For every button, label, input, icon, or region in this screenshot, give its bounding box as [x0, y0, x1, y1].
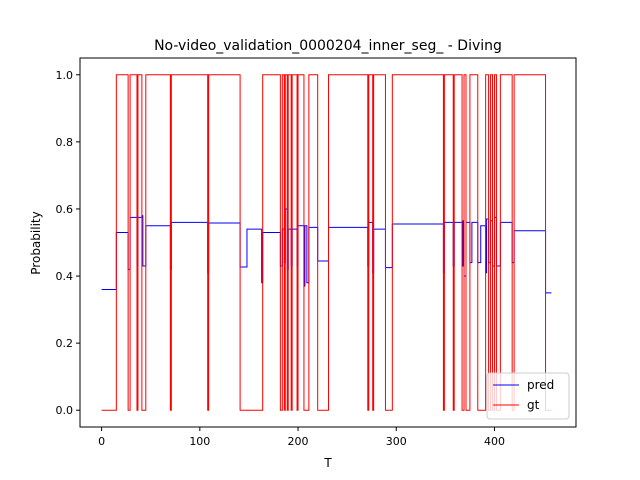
y-tick-label: 0.6	[56, 203, 74, 216]
x-axis-ticks: 0 100 200 300 400	[98, 427, 505, 448]
x-tick-label: 100	[189, 435, 210, 448]
x-tick-label: 200	[288, 435, 309, 448]
series-line-gt	[101, 74, 552, 411]
y-axis-ticks: 0.0 0.2 0.4 0.6 0.8 1.0	[56, 69, 80, 417]
y-tick-label: 0.2	[56, 337, 74, 350]
y-tick-label: 0.4	[56, 270, 74, 283]
legend-label-gt: gt	[527, 398, 540, 412]
series-layer	[101, 74, 552, 411]
y-tick-label: 0.8	[56, 136, 74, 149]
y-tick-label: 0.0	[56, 404, 74, 417]
x-tick-label: 0	[98, 435, 105, 448]
plot-frame	[79, 57, 577, 428]
y-tick-label: 1.0	[56, 69, 74, 82]
x-tick-label: 300	[386, 435, 407, 448]
y-axis-label: Probability	[29, 211, 43, 274]
chart-title: No-video_validation_0000204_inner_seg_ -…	[154, 38, 502, 54]
legend: pred gt	[486, 372, 570, 420]
legend-label-pred: pred	[527, 378, 554, 392]
x-axis-label: T	[323, 456, 332, 470]
x-tick-label: 400	[484, 435, 505, 448]
